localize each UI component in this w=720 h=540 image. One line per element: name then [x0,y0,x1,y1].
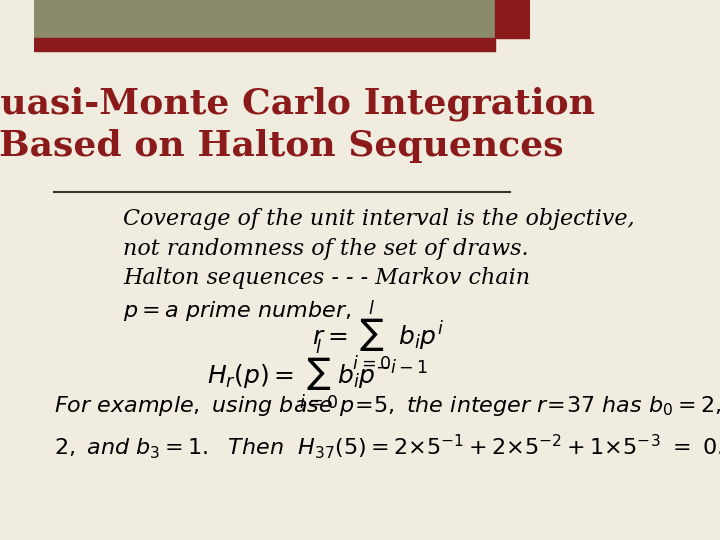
Text: Quasi-Monte Carlo Integration
Based on Halton Sequences: Quasi-Monte Carlo Integration Based on H… [0,86,595,163]
Text: $r = \sum_{i=0}^{l}\ b_i p^i$: $r = \sum_{i=0}^{l}\ b_i p^i$ [312,299,444,373]
Bar [34,0,495,38]
Bar [495,0,530,38]
Text: Coverage of the unit interval is the objective,: Coverage of the unit interval is the obj… [123,208,635,230]
Text: Halton sequences - - - Markov chain: Halton sequences - - - Markov chain [123,267,531,289]
Bar [34,38,495,51]
Text: $\mathit{For\ example,\ using\ base}\ p\!=\!5,\ \mathit{the\ integer}\ r\!=\!37\: $\mathit{For\ example,\ using\ base}\ p\… [54,394,720,418]
Text: not randomness of the set of draws.: not randomness of the set of draws. [123,238,528,260]
Text: $p = a\ prime\ number,$: $p = a\ prime\ number,$ [123,299,351,322]
Text: $H_r(p) = \sum_{i=0}^{l} b_i p^{-i-1}$: $H_r(p) = \sum_{i=0}^{l} b_i p^{-i-1}$ [207,338,428,412]
Text: $2,\ \mathit{and}\ b_3 = 1.\ \ \mathit{Then}\ \ H_{37}(5) = 2{\times}5^{-1} + 2{: $2,\ \mathit{and}\ b_3 = 1.\ \ \mathit{T… [54,432,720,461]
